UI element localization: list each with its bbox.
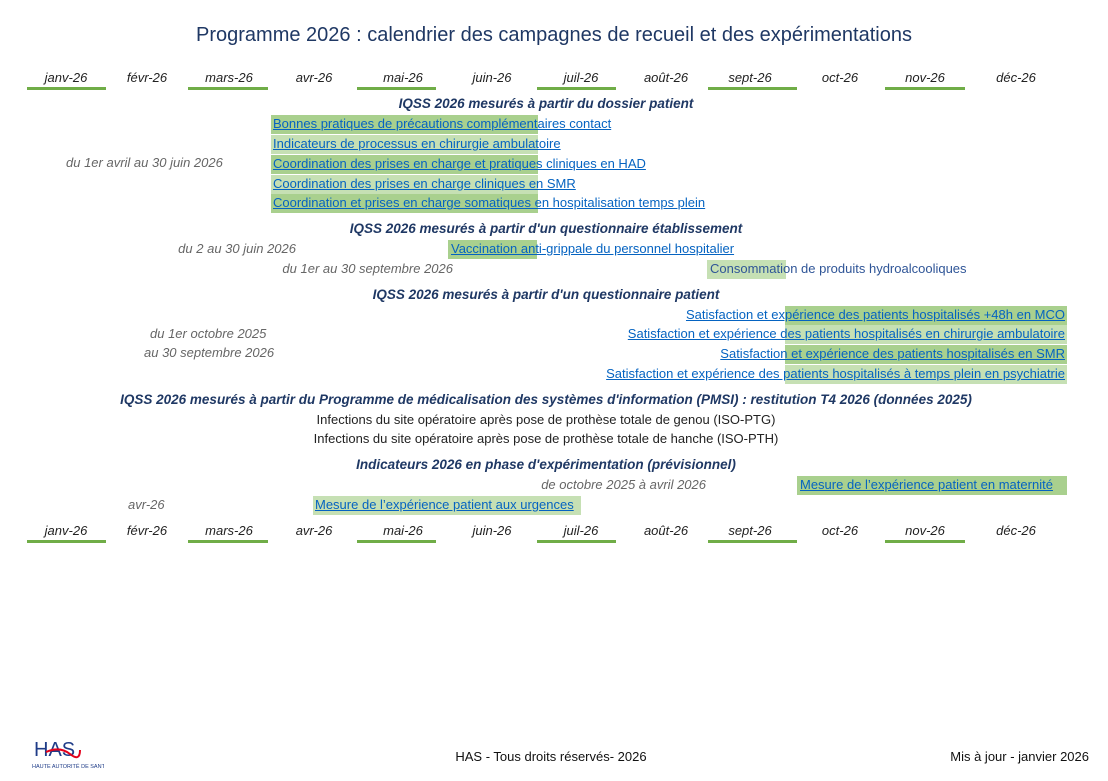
indicator-link[interactable]: Satisfaction et expérience des patients …: [606, 366, 1065, 381]
indicator-link[interactable]: Satisfaction et expérience des patients …: [627, 326, 1065, 341]
copyright: HAS - Tous droits réservés- 2026: [455, 749, 647, 764]
month-label: juin-26: [472, 523, 512, 538]
month-label: févr-26: [126, 70, 168, 85]
month-underline: [708, 540, 797, 543]
month-label: avr-26: [295, 523, 333, 538]
timeline-bar: [707, 260, 786, 279]
month-underline: [357, 540, 436, 543]
section-title: IQSS 2026 mesurés à partir du Programme …: [120, 392, 972, 407]
month-label: juin-26: [472, 70, 512, 85]
section-title: Indicateurs 2026 en phase d'expérimentat…: [356, 457, 736, 472]
month-label: nov-26: [905, 70, 945, 85]
month-underline: [537, 87, 616, 90]
month-underline: [357, 87, 436, 90]
indicator-link[interactable]: Satisfaction et expérience des patients …: [685, 307, 1065, 322]
page-title: Programme 2026 : calendrier des campagne…: [196, 24, 912, 46]
indicator-link[interactable]: Coordination et prises en charge somatiq…: [273, 195, 706, 210]
month-label: nov-26: [905, 523, 945, 538]
timeline-bar: [797, 476, 1067, 495]
month-label: mai-26: [383, 70, 423, 85]
period-label: du 1er octobre 2025: [150, 326, 267, 341]
timeline-bar: [313, 496, 581, 515]
month-label: août-26: [643, 70, 689, 85]
indicator-link[interactable]: Coordination des prises en charge et pra…: [273, 156, 646, 171]
month-label: mars-26: [205, 70, 253, 85]
month-underline: [188, 540, 268, 543]
timeline-bar: [271, 135, 538, 154]
month-underline: [708, 87, 797, 90]
has-logo: HAS HAUTE AUTORITÉ DE SANTÉ: [32, 736, 109, 777]
update-date: Mis à jour - janvier 2026: [950, 749, 1089, 764]
month-underline: [885, 87, 965, 90]
timeline-bar: [271, 194, 538, 213]
timeline-bar: [448, 240, 537, 259]
month-underline: [188, 87, 268, 90]
month-label: sept-26: [728, 70, 772, 85]
indicator-link[interactable]: Coordination des prises en charge cliniq…: [273, 176, 576, 191]
period-label: du 1er au 30 septembre 2026: [282, 261, 453, 276]
timeline-bar: [271, 175, 538, 194]
period-label: avr-26: [128, 497, 165, 512]
section-title: IQSS 2026 mesurés à partir d'un question…: [349, 221, 743, 236]
period-label: de octobre 2025 à avril 2026: [541, 477, 706, 492]
section-title: IQSS 2026 mesurés à partir d'un question…: [372, 287, 720, 302]
indicator-link[interactable]: Mesure de l’expérience patient en matern…: [800, 477, 1053, 492]
month-label: déc-26: [996, 523, 1036, 538]
timeline-bar: [785, 306, 1067, 325]
month-underline: [537, 540, 616, 543]
timeline-bar: [271, 115, 538, 134]
period-label: du 1er avril au 30 juin 2026: [66, 155, 223, 170]
month-label: févr-26: [126, 523, 168, 538]
month-underline: [885, 540, 965, 543]
section-title: IQSS 2026 mesurés à partir du dossier pa…: [398, 96, 694, 111]
month-underline: [27, 540, 106, 543]
month-label: mai-26: [383, 523, 423, 538]
month-underline: [27, 87, 106, 90]
indicator-label: Infections du site opératoire après pose…: [313, 431, 779, 446]
month-label: oct-26: [821, 70, 859, 85]
timeline-bar: [785, 365, 1067, 384]
month-label: juil-26: [563, 70, 599, 85]
period-label: du 2 au 30 juin 2026: [178, 241, 296, 256]
indicator-link[interactable]: Mesure de l’expérience patient aux urgen…: [315, 497, 574, 512]
month-label: août-26: [643, 523, 689, 538]
timeline-bar: [785, 325, 1067, 344]
month-label: oct-26: [821, 523, 859, 538]
svg-text:HAUTE AUTORITÉ DE SANTÉ: HAUTE AUTORITÉ DE SANTÉ: [32, 763, 104, 770]
indicator-link[interactable]: Satisfaction et expérience des patients …: [720, 346, 1065, 361]
indicator-link[interactable]: Bonnes pratiques de précautions compléme…: [273, 116, 612, 131]
indicator-label: Consommation de produits hydroalcoolique…: [710, 261, 967, 276]
timeline-bar: [785, 345, 1067, 364]
indicator-label: Infections du site opératoire après pose…: [316, 412, 776, 427]
indicator-link[interactable]: Vaccination anti-grippale du personnel h…: [451, 241, 735, 256]
month-label: janv-26: [44, 523, 88, 538]
month-label: avr-26: [295, 70, 333, 85]
period-label: au 30 septembre 2026: [144, 345, 275, 360]
indicator-link[interactable]: Indicateurs de processus en chirurgie am…: [273, 136, 561, 151]
month-label: sept-26: [728, 523, 772, 538]
timeline-bar: [271, 155, 538, 174]
month-label: juil-26: [563, 523, 599, 538]
month-label: mars-26: [205, 523, 253, 538]
month-label: déc-26: [996, 70, 1036, 85]
month-label: janv-26: [44, 70, 88, 85]
